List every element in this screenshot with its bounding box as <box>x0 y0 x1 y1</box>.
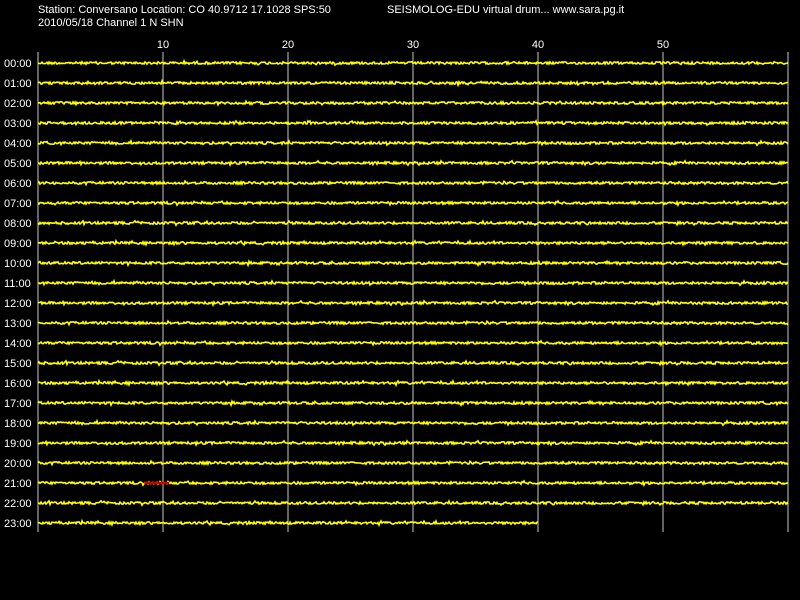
hour-label: 07:00 <box>4 198 32 210</box>
seismic-trace <box>37 499 789 507</box>
seismic-trace <box>37 299 789 308</box>
x-tick-label: 50 <box>657 39 669 51</box>
seismic-trace <box>37 359 789 367</box>
date-channel-text: 2010/05/18 Channel 1 N SHN <box>38 17 184 29</box>
seismic-trace <box>37 339 789 348</box>
hour-label: 05:00 <box>4 158 32 170</box>
seismic-trace <box>37 199 789 208</box>
seismic-trace <box>37 439 789 448</box>
seismic-trace <box>37 319 789 327</box>
x-tick-label: 10 <box>157 39 169 51</box>
hour-label: 02:00 <box>4 98 32 110</box>
hour-label: 12:00 <box>4 298 32 310</box>
hour-label: 04:00 <box>4 138 32 150</box>
seismic-trace <box>37 518 539 528</box>
x-tick-label: 20 <box>282 39 294 51</box>
seismic-trace <box>37 58 789 67</box>
hour-label: 16:00 <box>4 378 32 390</box>
hour-label: 09:00 <box>4 238 32 250</box>
hour-label: 11:00 <box>4 278 31 290</box>
hour-label: 10:00 <box>4 258 32 270</box>
seismic-trace <box>37 159 789 168</box>
hour-label: 06:00 <box>4 178 32 190</box>
hour-label: 18:00 <box>4 418 32 430</box>
hour-label: 03:00 <box>4 118 32 130</box>
seismic-trace <box>37 378 789 388</box>
hour-label: 22:00 <box>4 498 32 510</box>
seismic-trace <box>37 219 789 227</box>
seismic-trace <box>37 138 789 147</box>
seismic-trace <box>37 399 789 408</box>
seismic-trace <box>37 78 789 88</box>
hour-label: 17:00 <box>4 398 32 410</box>
x-tick-label: 30 <box>407 39 419 51</box>
seismic-trace <box>37 238 789 248</box>
seismic-trace <box>37 278 789 287</box>
hour-label: 20:00 <box>4 458 32 470</box>
seismic-trace <box>37 259 789 268</box>
hour-label: 15:00 <box>4 358 32 370</box>
hour-label: 21:00 <box>4 478 32 490</box>
hour-label: 00:00 <box>4 58 32 70</box>
hour-label: 01:00 <box>4 78 32 90</box>
seismic-trace <box>37 99 789 108</box>
seismic-trace <box>37 119 789 127</box>
hour-label: 08:00 <box>4 218 32 230</box>
hour-label: 19:00 <box>4 438 32 450</box>
seismic-trace <box>37 459 789 467</box>
station-info-text: Station: Conversano Location: CO 40.9712… <box>38 4 331 16</box>
x-tick-label: 40 <box>532 39 544 51</box>
hour-label: 23:00 <box>4 518 32 530</box>
brand-text: SEISMOLOG-EDU virtual drum... www.sara.p… <box>387 4 625 16</box>
seismic-trace <box>37 179 789 187</box>
seismic-trace <box>37 418 789 427</box>
hour-label: 13:00 <box>4 318 32 330</box>
hour-label: 14:00 <box>4 338 32 350</box>
